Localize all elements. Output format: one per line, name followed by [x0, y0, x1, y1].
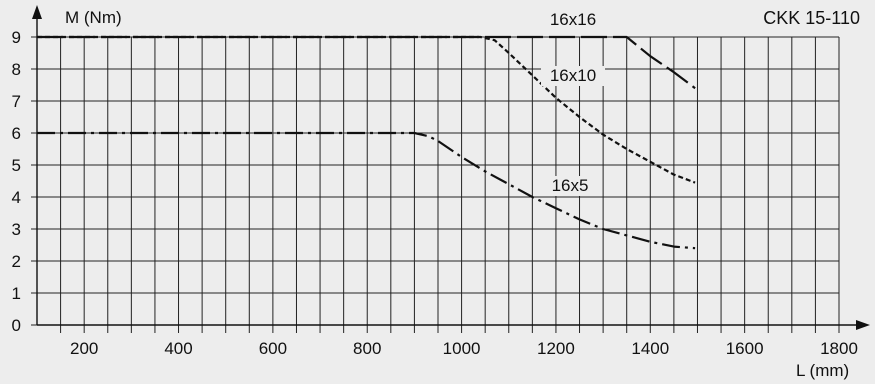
- chart-title: CKK 15-110: [763, 8, 860, 28]
- y-tick-label: 1: [12, 284, 21, 303]
- series-label-16x10: 16x10: [550, 66, 596, 85]
- x-tick-label: 1600: [726, 339, 764, 358]
- x-tick-label: 1800: [820, 339, 858, 358]
- y-tick-label: 3: [12, 220, 21, 239]
- x-axis-title: L (mm): [796, 361, 849, 380]
- y-tick-label: 8: [12, 60, 21, 79]
- axes: [32, 5, 870, 330]
- x-tick-label: 1400: [631, 339, 669, 358]
- x-axis-arrow-icon: [856, 320, 870, 330]
- x-tick-label: 1200: [537, 339, 575, 358]
- x-tick-labels: 200 400 600 800 1000 1200 1400 1600 1800: [70, 339, 858, 358]
- y-tick-label: 0: [12, 316, 21, 335]
- y-tick-label: 7: [12, 92, 21, 111]
- x-tick-label: 600: [259, 339, 287, 358]
- y-axis-arrow-icon: [32, 5, 42, 19]
- series-line-16x5: [37, 131, 696, 250]
- x-tick-label: 800: [353, 339, 381, 358]
- series-lines: [37, 35, 696, 250]
- y-axis-title: M (Nm): [65, 8, 122, 27]
- series-label-16x5: 16x5: [552, 176, 589, 195]
- y-tick-label: 4: [12, 188, 21, 207]
- y-tick-label: 2: [12, 252, 21, 271]
- x-tick-label: 400: [164, 339, 192, 358]
- y-tick-label: 9: [12, 28, 21, 47]
- series-line-16x10: [37, 35, 696, 184]
- y-tick-label: 6: [12, 124, 21, 143]
- label-16x5-backdrop: [545, 176, 595, 196]
- grid: [31, 36, 840, 333]
- series-label-16x16: 16x16: [550, 10, 596, 29]
- label-16x16-backdrop: [541, 10, 605, 30]
- y-tick-label: 5: [12, 156, 21, 175]
- label-16x10-backdrop: [541, 66, 605, 86]
- x-tick-label: 1000: [443, 339, 481, 358]
- x-tick-label: 200: [70, 339, 98, 358]
- y-tick-labels: 0 1 2 3 4 5 6 7 8 9: [12, 28, 21, 335]
